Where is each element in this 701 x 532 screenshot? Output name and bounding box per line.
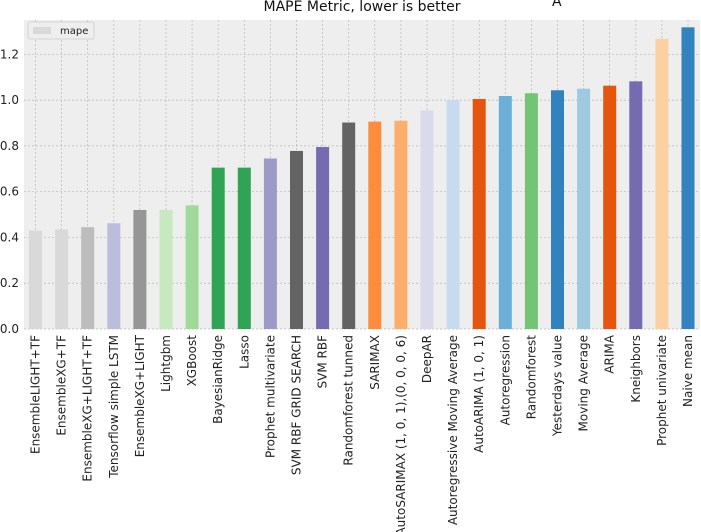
bar [237,167,251,329]
bar [551,90,564,329]
bar [394,120,408,329]
x-tick-label: AutoSARIMAX (1, 0, 1),(0, 0, 0, 6) [394,335,408,532]
bar [368,121,382,329]
bar [629,81,643,329]
x-tick-label: EnsembleXG+LIGHT+TF [81,335,95,482]
plot-area [24,20,700,329]
legend: mape [27,21,95,40]
bar [133,209,147,329]
bar [342,122,356,329]
chart-title: MAPE Metric, lower is better [263,0,460,15]
x-tick-label: Naive mean [681,335,695,407]
y-tick-label: 0.6 [0,185,19,199]
y-tick-label: 1.0 [0,93,19,107]
x-tick-label: AutoARIMA (1, 0, 1) [472,335,486,453]
bar [420,110,434,330]
bar [577,88,591,330]
bar [159,209,173,329]
x-tick-label: Autoregression [498,335,512,425]
bars [29,27,695,330]
bar [29,230,42,329]
x-tick-label: Kneighbors [629,335,643,403]
x-tick-label: Randomforest [524,335,538,420]
y-tick-label: 0.4 [0,230,19,244]
legend-label: mape [60,26,88,37]
x-tick-label: SVM RBF [316,335,330,389]
y-tick-label: 0.2 [0,276,19,290]
x-tick-label: Lightgbm [159,335,173,392]
y-axis: 0.0 0.2 0.4 0.6 0.8 1.0 1.2 [0,47,19,336]
x-tick-label: Randomforest tunned [342,335,356,466]
bar [107,223,121,329]
x-tick-label: XGBoost [185,335,199,387]
bar [290,150,303,329]
bar [524,93,538,329]
y-tick-label: 0.0 [0,322,19,336]
x-tick-label: Yesterdays value [551,335,565,437]
legend-box [27,21,95,40]
bar [655,38,669,329]
x-tick-label: ARIMA [603,334,617,373]
x-tick-label: EnsembleXG+LIGHT [133,334,147,457]
corner-text: A [552,0,562,10]
bar [603,85,617,330]
bar [211,167,225,329]
bar [55,229,69,329]
x-tick-label: SVM RBF GRID SEARCH [290,335,304,475]
x-tick-label: Lasso [237,335,251,369]
x-tick-label: DeepAR [420,335,434,383]
x-tick-label: Prophet multivariate [263,335,277,458]
x-tick-label: EnsembleLIGHT+TF [29,335,43,454]
bar [498,95,512,329]
bar [472,98,486,329]
x-tick-label: Prophet univariate [655,335,669,446]
y-tick-label: 0.8 [0,139,19,153]
x-tick-label: Autoregressive Moving Average [446,335,460,525]
bar [185,205,199,329]
bar [316,147,330,329]
legend-swatch [33,27,51,34]
bar [681,27,695,330]
x-tick-label: SARIMAX [368,335,382,390]
y-tick-label: 1.2 [0,47,19,61]
bar [263,158,277,329]
x-tick-label: Moving Average [577,335,591,431]
x-axis: EnsembleLIGHT+TF EnsembleXG+TF EnsembleXG+… [29,334,696,532]
x-tick-label: EnsembleXG+TF [55,335,69,436]
x-tick-label: BayesianRidge [211,335,225,424]
x-tick-label: Tensorflow simple LSTM [107,335,121,479]
bar [81,227,95,329]
bar [446,100,460,329]
